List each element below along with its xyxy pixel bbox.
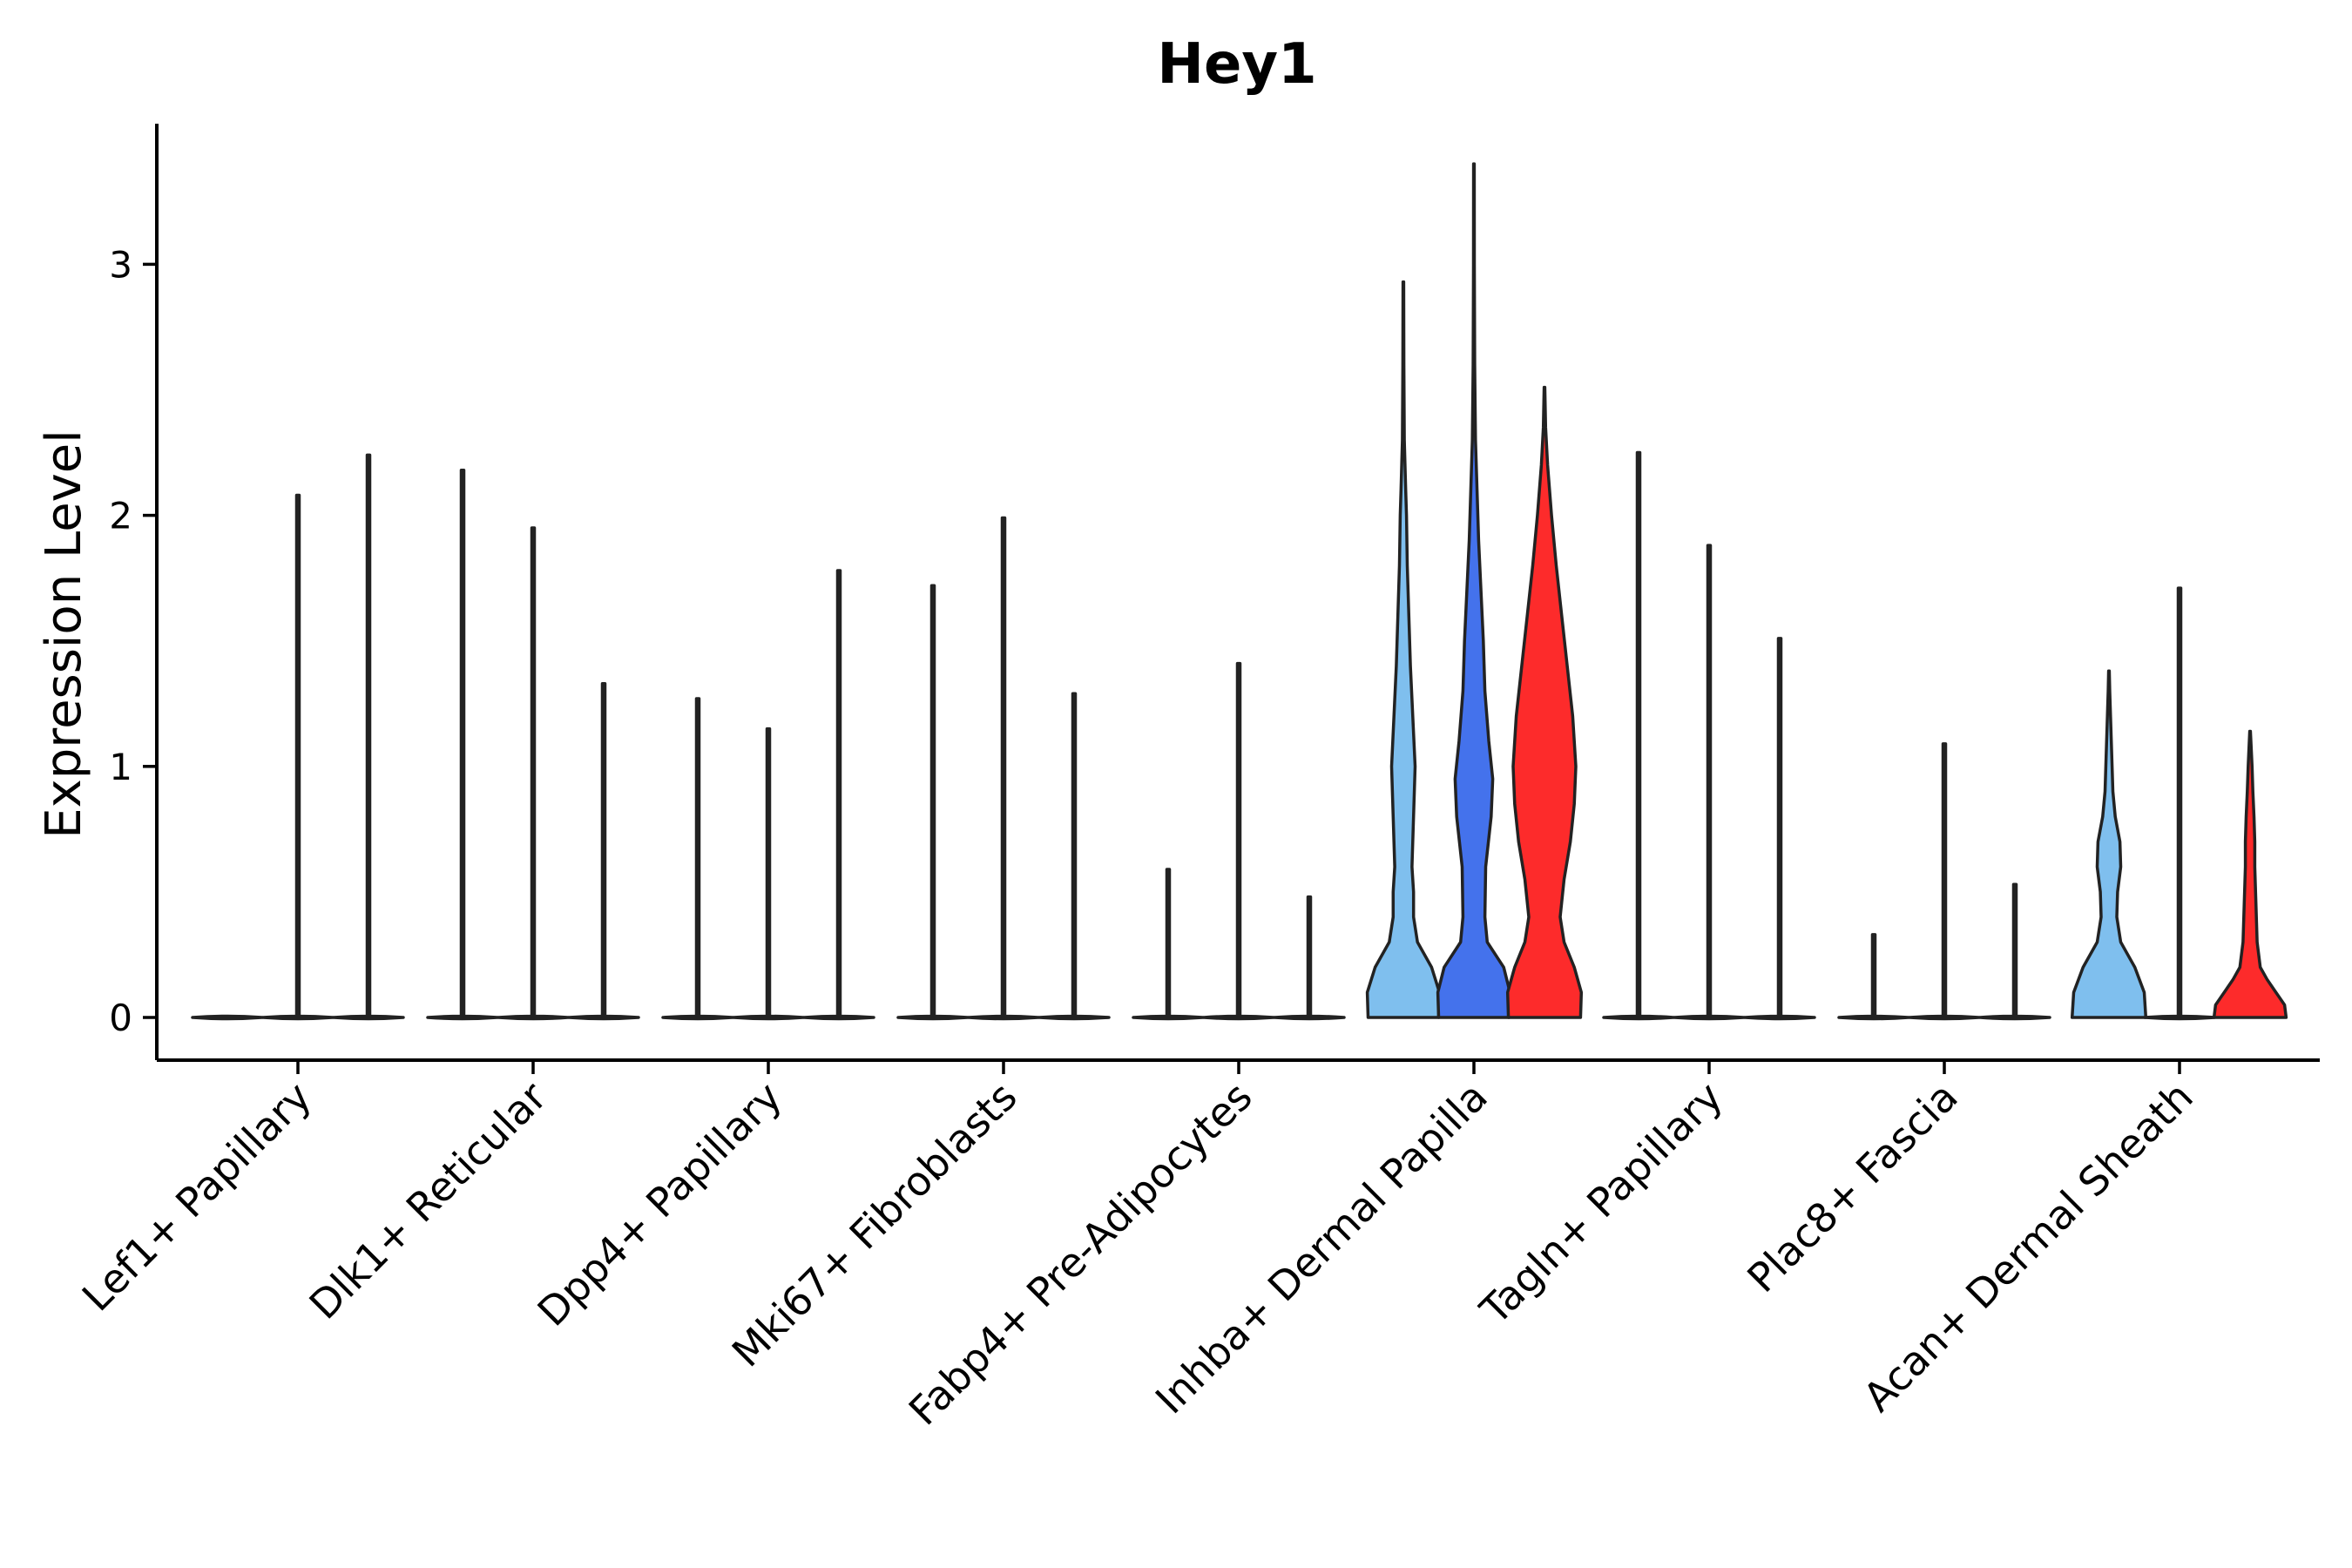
- y-tick-label: 3: [109, 243, 132, 286]
- violin-dpp4-papillary-3: [802, 569, 875, 1021]
- violin-plac8-fascia-2: [1908, 742, 1981, 1021]
- y-tick-label: 0: [109, 997, 132, 1039]
- x-tick-label: Dlk1+ Reticular: [301, 1073, 556, 1328]
- violin-mki67-fibroblasts-1: [896, 584, 970, 1021]
- violin-plac8-fascia-3: [1978, 882, 2051, 1021]
- violin-tagln-papillary-2: [1673, 544, 1746, 1021]
- chart-title: Hey1: [1157, 32, 1316, 97]
- violin-fabp4-pre-adipocytes-3: [1273, 895, 1346, 1021]
- violin-dlk1-reticular-1: [426, 468, 499, 1021]
- violin-tagln-papillary-3: [1743, 637, 1816, 1021]
- violin-fabp4-pre-adipocytes-2: [1202, 661, 1275, 1021]
- violin-inhba-dermal-papilla-1: [1365, 280, 1442, 1019]
- y-axis-label: Expression Level: [36, 429, 92, 839]
- y-tick-label: 2: [109, 495, 132, 537]
- violin-dlk1-reticular-2: [497, 526, 570, 1021]
- x-tick-label: Plac8+ Fascia: [1738, 1073, 1966, 1301]
- violin-mki67-fibroblasts-2: [967, 516, 1040, 1021]
- violin-tagln-papillary-1: [1602, 450, 1675, 1021]
- violin-mki67-fibroblasts-3: [1037, 692, 1111, 1021]
- y-tick-label: 1: [109, 746, 132, 788]
- violin-dpp4-papillary-2: [732, 727, 805, 1021]
- violin-acan-dermal-sheath-2: [2143, 586, 2216, 1021]
- violin-inhba-dermal-papilla-3: [1505, 385, 1584, 1019]
- x-tick-label: Dpp4+ Papillary: [529, 1073, 791, 1335]
- violin-acan-dermal-sheath-1: [2070, 669, 2148, 1019]
- violin-lef1-papillary-2: [261, 493, 335, 1021]
- violin-plac8-fascia-1: [1837, 933, 1910, 1021]
- violin-acan-dermal-sheath-3: [2212, 729, 2288, 1019]
- violin-lef1-papillary-3: [332, 453, 405, 1021]
- violin-lef1-papillary-1: [191, 1014, 264, 1021]
- violin-plot-area: [191, 162, 2288, 1021]
- violin-dlk1-reticular-3: [567, 681, 640, 1021]
- y-axis-ticks: 0 1 2 3: [109, 243, 157, 1039]
- violin-dpp4-papillary-1: [661, 697, 734, 1021]
- violin-inhba-dermal-papilla-2: [1436, 162, 1512, 1019]
- violin-fabp4-pre-adipocytes-1: [1132, 868, 1205, 1021]
- x-tick-label: Tagln+ Papillary: [1470, 1073, 1732, 1335]
- x-tick-label: Lef1+ Papillary: [73, 1073, 321, 1321]
